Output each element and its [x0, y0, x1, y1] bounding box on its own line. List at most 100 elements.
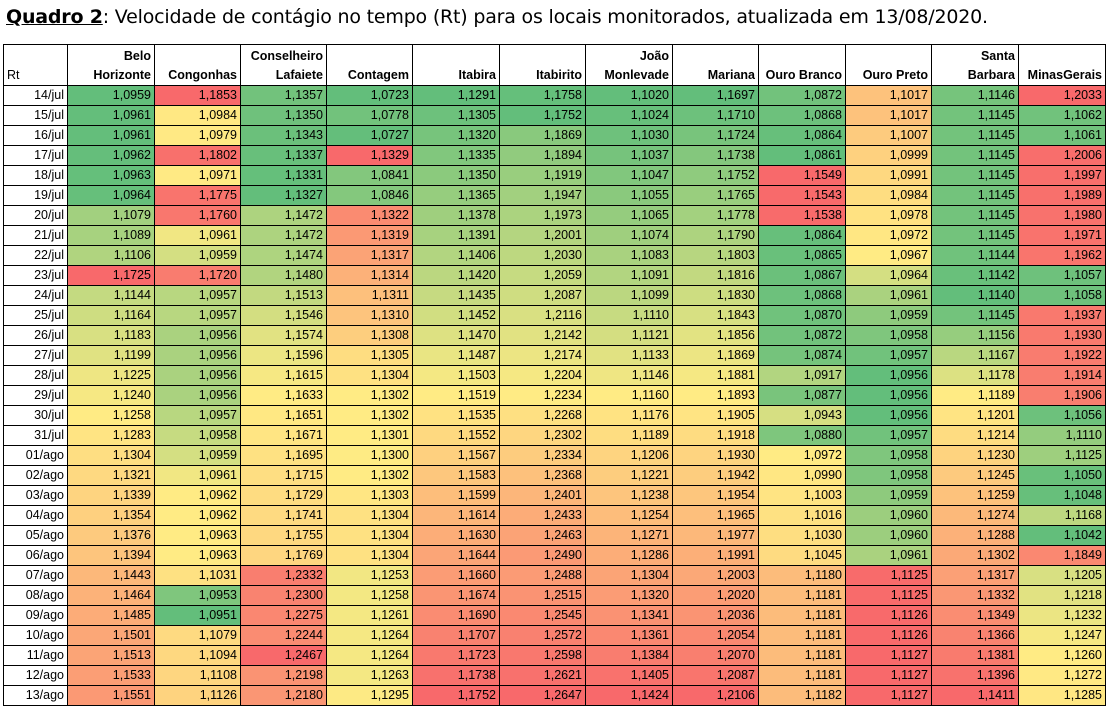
- rt-value-cell: 1,1381: [931, 645, 1019, 666]
- table-row: 18/jul 1,0963 1,0971 1,1331 1,0841 1,1350 1,19…: [3, 165, 1106, 186]
- row-date: 03/ago: [3, 485, 68, 506]
- rt-value-cell: 1,1016: [758, 505, 846, 526]
- rt-value-cell: 1,1962: [1018, 245, 1106, 266]
- table-row: 13/ago 1,1551 1,1126 1,2180 1,1295 1,1752 1,26…: [3, 685, 1106, 706]
- rt-value-cell: 1,1596: [240, 345, 327, 366]
- rt-value-cell: 1,1660: [412, 565, 500, 586]
- row-date: 20/jul: [3, 205, 68, 226]
- rt-value-cell: 1,1354: [67, 505, 155, 526]
- rt-value-cell: 1,1017: [845, 105, 932, 126]
- row-date: 21/jul: [3, 225, 68, 246]
- row-date: 09/ago: [3, 605, 68, 626]
- rt-value-cell: 1,1146: [585, 365, 673, 386]
- rt-value-cell: 1,1470: [412, 325, 500, 346]
- rt-value-cell: 1,2368: [499, 465, 586, 486]
- rt-value-cell: 1,1519: [412, 385, 500, 406]
- rt-value-cell: 1,1674: [412, 585, 500, 606]
- rt-value-cell: 1,2180: [240, 685, 327, 706]
- rt-value-cell: 1,1182: [758, 685, 846, 706]
- rt-value-cell: 1,1145: [931, 225, 1019, 246]
- rt-value-cell: 1,1094: [154, 645, 241, 666]
- rt-value-cell: 1,1146: [931, 85, 1019, 106]
- row-date: 16/jul: [3, 125, 68, 146]
- rt-value-cell: 1,1272: [1018, 665, 1106, 686]
- rt-value-cell: 1,1319: [326, 225, 413, 246]
- rt-value-cell: 1,1007: [845, 125, 932, 146]
- rt-value-cell: 1,1258: [67, 405, 155, 426]
- rt-value-cell: 1,1308: [326, 325, 413, 346]
- rt-value-cell: 1,1271: [585, 525, 673, 546]
- table-row: 05/ago 1,1376 1,0963 1,1755 1,1304 1,1630 1,24…: [3, 525, 1106, 546]
- rt-value-cell: 1,0961: [845, 285, 932, 306]
- rt-value-cell: 1,1965: [672, 505, 759, 526]
- rt-value-cell: 1,1752: [412, 685, 500, 706]
- rt-value-cell: 1,1314: [326, 265, 413, 286]
- rt-value-cell: 1,2198: [240, 665, 327, 686]
- rt-value-cell: 1,2204: [499, 365, 586, 386]
- rt-value-cell: 1,0990: [758, 465, 846, 486]
- rt-value-cell: 1,1003: [758, 485, 846, 506]
- rt-value-cell: 1,1245: [931, 465, 1019, 486]
- rt-value-cell: 1,1199: [67, 345, 155, 366]
- rt-value-cell: 1,0999: [845, 145, 932, 166]
- rt-value-cell: 1,1305: [412, 105, 500, 126]
- rt-value-cell: 1,1285: [1018, 685, 1106, 706]
- row-date: 07/ago: [3, 565, 68, 586]
- rt-value-cell: 1,0958: [845, 325, 932, 346]
- rt-value-cell: 1,0963: [67, 165, 155, 186]
- row-date: 19/jul: [3, 185, 68, 206]
- rt-value-cell: 1,1047: [585, 165, 673, 186]
- rt-value-cell: 1,1989: [1018, 185, 1106, 206]
- rt-value-cell: 1,1485: [67, 605, 155, 626]
- rt-value-cell: 1,1031: [154, 565, 241, 586]
- row-date: 01/ago: [3, 445, 68, 466]
- rt-value-cell: 1,1720: [154, 265, 241, 286]
- row-date: 17/jul: [3, 145, 68, 166]
- rt-value-cell: 1,1176: [585, 405, 673, 426]
- rt-value-cell: 1,1127: [845, 685, 932, 706]
- rt-value-cell: 1,0979: [154, 125, 241, 146]
- rt-value-cell: 1,1214: [931, 425, 1019, 446]
- rt-value-cell: 1,1366: [931, 625, 1019, 646]
- rt-value-cell: 1,0778: [326, 105, 413, 126]
- row-date: 04/ago: [3, 505, 68, 526]
- rt-value-cell: 1,1181: [758, 665, 846, 686]
- rt-value-cell: 1,1295: [326, 685, 413, 706]
- rt-value-cell: 1,0956: [154, 385, 241, 406]
- rt-value-cell: 1,1079: [154, 625, 241, 646]
- rt-value-cell: 1,1513: [67, 645, 155, 666]
- rt-table: Rt Belo Horizonte Congonhas Conselheiro …: [3, 44, 1106, 706]
- column-header-santa-barbara: Santa Barbara: [931, 44, 1019, 86]
- rt-value-cell: 1,1218: [1018, 585, 1106, 606]
- rt-value-cell: 1,1181: [758, 625, 846, 646]
- rt-value-cell: 1,0867: [758, 265, 846, 286]
- rt-value-cell: 1,1630: [412, 525, 500, 546]
- rt-value-cell: 1,0972: [758, 445, 846, 466]
- rt-value-cell: 1,1183: [67, 325, 155, 346]
- rt-value-cell: 1,1048: [1018, 485, 1106, 506]
- rt-value-cell: 1,1464: [67, 585, 155, 606]
- rt-value-cell: 1,1024: [585, 105, 673, 126]
- table-row: 23/jul 1,1725 1,1720 1,1480 1,1314 1,1420 1,20…: [3, 265, 1106, 286]
- rt-value-cell: 1,1264: [326, 625, 413, 646]
- rt-value-cell: 1,1567: [412, 445, 500, 466]
- column-header-minas-gerais: MinasGerais: [1018, 44, 1106, 86]
- row-date: 22/jul: [3, 245, 68, 266]
- rt-value-cell: 1,2234: [499, 385, 586, 406]
- rt-value-cell: 1,0958: [154, 425, 241, 446]
- rt-value-cell: 1,0865: [758, 245, 846, 266]
- rt-value-cell: 1,1145: [931, 145, 1019, 166]
- rt-value-cell: 1,0958: [845, 465, 932, 486]
- table-row: 02/ago 1,1321 1,0961 1,1715 1,1302 1,1583 1,23…: [3, 465, 1106, 486]
- column-header-congonhas: Congonhas: [154, 44, 241, 86]
- rt-value-cell: 1,1914: [1018, 365, 1106, 386]
- rt-value-cell: 1,1302: [931, 545, 1019, 566]
- rt-value-cell: 1,1599: [412, 485, 500, 506]
- rt-value-cell: 1,1947: [499, 185, 586, 206]
- rt-value-cell: 1,1142: [931, 265, 1019, 286]
- row-date: 29/jul: [3, 385, 68, 406]
- rt-value-cell: 1,1977: [672, 525, 759, 546]
- rt-value-cell: 1,1752: [672, 165, 759, 186]
- rt-value-cell: 1,2030: [499, 245, 586, 266]
- rt-value-cell: 1,0723: [326, 85, 413, 106]
